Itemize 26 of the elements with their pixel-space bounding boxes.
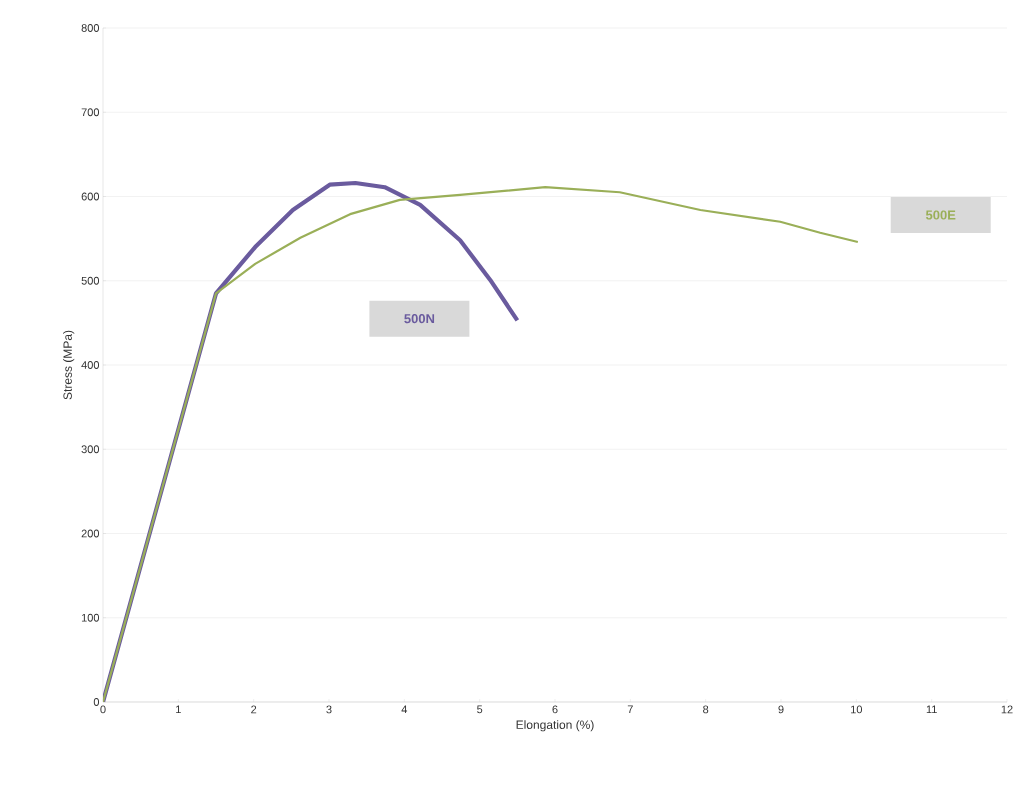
- y-tick-label: 300: [81, 445, 100, 454]
- y-tick-label: 400: [81, 361, 100, 369]
- x-tick-label: 11: [926, 705, 937, 714]
- x-axis-title: Elongation (%): [516, 720, 594, 732]
- x-tick-label: 2: [251, 705, 257, 714]
- x-tick-label: 10: [851, 705, 863, 714]
- x-tick-label: 0: [100, 705, 106, 714]
- y-tick-label: 800: [81, 24, 100, 32]
- x-tick-label: 8: [703, 705, 709, 714]
- y-tick-label: 0: [93, 698, 100, 706]
- x-tick-label: 4: [401, 705, 408, 714]
- x-tick-label: 6: [552, 705, 558, 714]
- x-tick-label: 12: [1001, 705, 1013, 714]
- text: 500N: [404, 314, 435, 324]
- x-tick-label: 5: [477, 705, 483, 714]
- y-tick-label: 100: [81, 613, 100, 622]
- y-axis-title: Stress (MPa): [63, 330, 75, 400]
- text: 500E: [925, 210, 956, 220]
- y-tick-label: 500: [81, 276, 100, 285]
- y-tick-label: 600: [81, 192, 100, 201]
- x-tick-label: 9: [778, 705, 784, 714]
- x-tick-label: 3: [326, 705, 332, 714]
- y-tick-label: 700: [81, 108, 100, 117]
- y-tick-label: 200: [81, 529, 100, 538]
- x-tick-label: 1: [176, 705, 181, 714]
- x-tick-label: 7: [627, 705, 633, 714]
